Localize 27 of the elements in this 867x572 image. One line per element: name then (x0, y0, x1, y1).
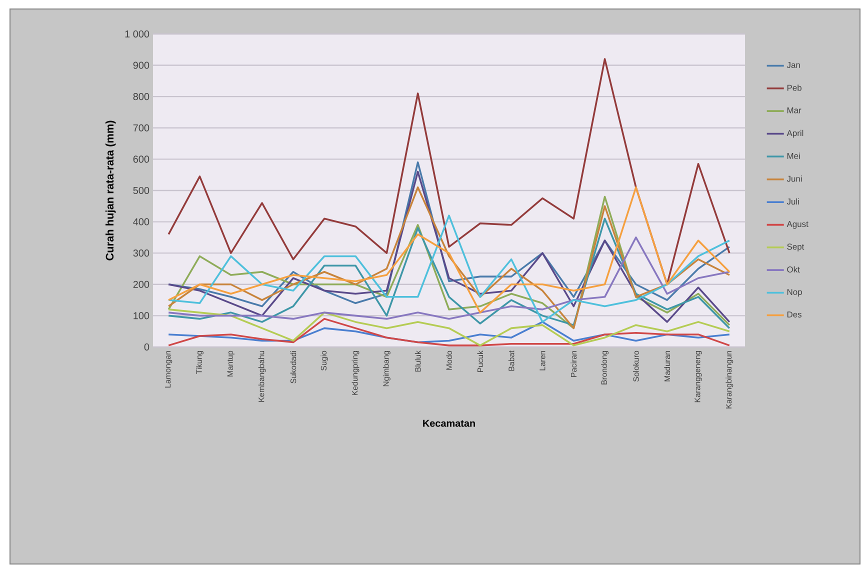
legend-label: Sept (787, 244, 804, 252)
x-axis-title: Kecamatan (423, 420, 475, 427)
legend-label: Mar (787, 107, 802, 114)
legend-label: Agust (786, 221, 808, 229)
y-tick-label: 800 (133, 93, 150, 100)
y-tick-label: 600 (133, 156, 150, 163)
y-tick-label: 700 (133, 124, 150, 132)
legend-label: Peb (787, 84, 802, 91)
legend-label: Nop (787, 289, 802, 297)
line-series (168, 161, 730, 308)
legend-label: April (786, 130, 804, 138)
legend-label: Jan (786, 62, 800, 68)
y-tick-label: 1 000 (125, 30, 150, 38)
line-series (168, 308, 730, 346)
y-tick-label: 0 (144, 343, 150, 351)
y-tick-label: 200 (133, 280, 150, 288)
legend-label: Juli (786, 198, 799, 205)
y-tick-label: 400 (133, 218, 150, 226)
y-tick-label: 900 (133, 62, 150, 69)
legend-label: Des (787, 312, 802, 318)
y-axis-title: Curah hujan rata-rata (mm) (106, 120, 116, 260)
legend-label: Mei (787, 152, 800, 159)
y-tick-label: 100 (134, 312, 150, 320)
legend-label: Okt (787, 266, 800, 272)
legend-label: Juni (786, 176, 802, 182)
y-tick-label: 500 (133, 186, 150, 194)
y-tick-label: 300 (133, 250, 150, 257)
